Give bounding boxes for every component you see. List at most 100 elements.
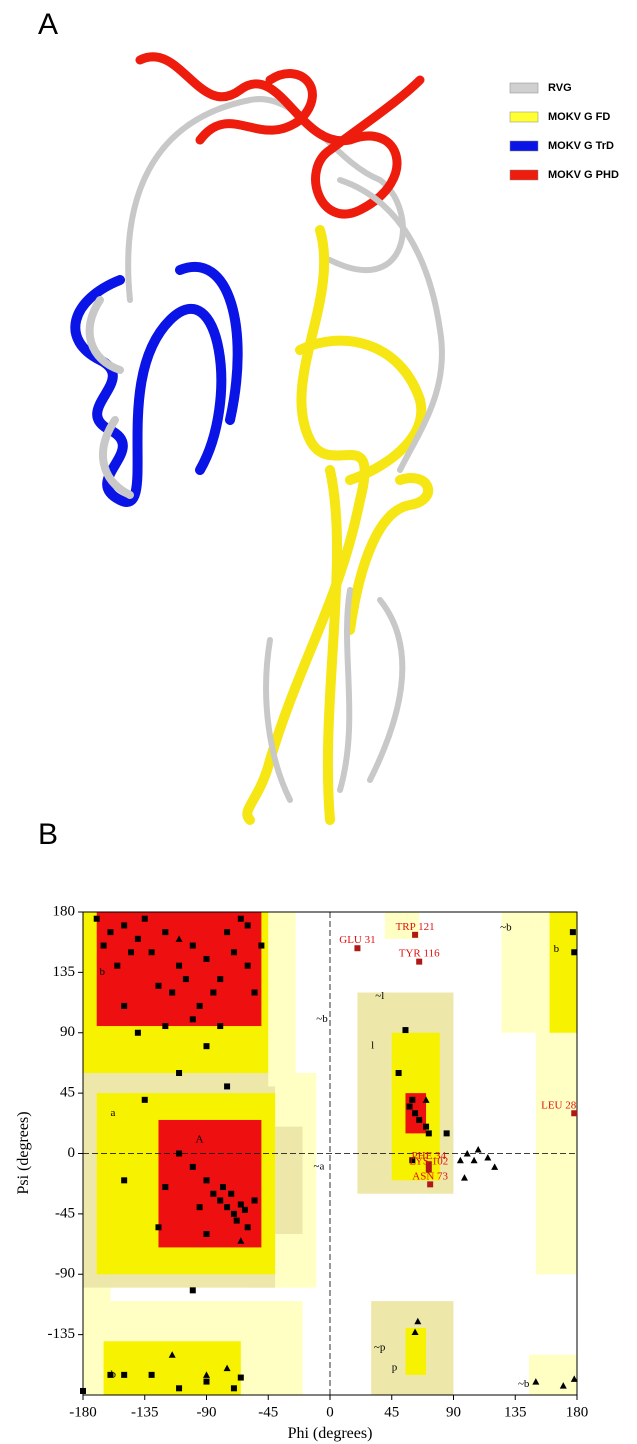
point [426, 1130, 432, 1136]
point [444, 1130, 450, 1136]
point [169, 990, 175, 996]
panel-label: B [38, 818, 58, 851]
point [162, 929, 168, 935]
x-tick-label: 0 [326, 1404, 334, 1420]
point [252, 1197, 258, 1203]
legend-swatch [510, 83, 538, 93]
point [190, 1287, 196, 1293]
point [197, 1003, 203, 1009]
point [149, 1372, 155, 1378]
region-label: b [99, 966, 105, 978]
point [162, 1184, 168, 1190]
point [101, 943, 107, 949]
region-label: A [196, 1134, 204, 1146]
figure: A RVGMOKV G FDMOKV G TrDMOKV G PHD B -18… [0, 0, 637, 1444]
x-tick-label: 135 [504, 1404, 527, 1420]
point [107, 929, 113, 935]
point [491, 1163, 498, 1170]
point [121, 1372, 127, 1378]
point [570, 929, 576, 935]
point [204, 956, 210, 962]
point [402, 1027, 408, 1033]
legend-swatch [510, 112, 538, 122]
point [204, 1231, 210, 1237]
region-label: ~b [316, 1013, 328, 1025]
point [231, 949, 237, 955]
point [183, 976, 189, 982]
region-label: b [554, 943, 560, 955]
point [471, 1157, 478, 1164]
x-tick-label: -90 [197, 1404, 217, 1420]
point [228, 1191, 234, 1197]
y-axis-label: Psi (degrees) [15, 1111, 32, 1194]
region [97, 912, 262, 1026]
panel-label: A [38, 8, 58, 41]
legend-label: MOKV G TrD [548, 140, 614, 152]
point [231, 1385, 237, 1391]
point [224, 1204, 230, 1210]
x-axis-label: Phi (degrees) [288, 1425, 373, 1442]
point [238, 916, 244, 922]
region-label: ~a [314, 1160, 325, 1172]
region [529, 1355, 577, 1395]
legend-label: MOKV G FD [548, 111, 610, 123]
y-tick-label: 135 [53, 964, 76, 980]
region-label: ~b [500, 922, 512, 934]
x-tick-label: 45 [384, 1404, 399, 1420]
y-tick-label: -90 [55, 1266, 75, 1282]
point [475, 1146, 482, 1153]
region-label: ~b [518, 1378, 530, 1390]
point [94, 916, 100, 922]
point-label: LYS 102 [409, 1156, 448, 1168]
point [571, 949, 577, 955]
point [190, 943, 196, 949]
y-tick-label: 180 [53, 903, 76, 919]
point [412, 1110, 418, 1116]
y-tick-label: -135 [48, 1326, 76, 1342]
point [190, 1164, 196, 1170]
point [162, 1023, 168, 1029]
point [114, 963, 120, 969]
x-tick-label: -180 [69, 1404, 97, 1420]
region-label: l [371, 1040, 374, 1052]
legend: RVGMOKV G FDMOKV G TrDMOKV G PHD [510, 82, 619, 181]
point [258, 943, 264, 949]
point [224, 929, 230, 935]
point [142, 916, 148, 922]
point [197, 1204, 203, 1210]
x-tick-label: 90 [446, 1404, 461, 1420]
point [457, 1157, 464, 1164]
point [176, 1385, 182, 1391]
point [142, 1097, 148, 1103]
point [176, 1151, 182, 1157]
point [409, 1097, 415, 1103]
point [121, 1003, 127, 1009]
point [128, 949, 134, 955]
point [220, 1184, 226, 1190]
protein-structure [75, 57, 442, 820]
point [461, 1174, 468, 1181]
point [242, 1207, 248, 1213]
point [204, 1043, 210, 1049]
region [104, 1341, 241, 1395]
point-label: TYR 116 [399, 948, 440, 960]
legend-swatch [510, 141, 538, 151]
point [107, 1372, 113, 1378]
y-tick-label: -45 [55, 1205, 75, 1221]
point [121, 922, 127, 928]
legend-label: RVG [548, 82, 572, 94]
point [252, 990, 258, 996]
point [245, 963, 251, 969]
point [217, 1197, 223, 1203]
point [155, 983, 161, 989]
point-label: LEU 28 [541, 1099, 577, 1111]
x-tick-label: -135 [131, 1404, 159, 1420]
point [231, 1211, 237, 1217]
point [210, 990, 216, 996]
point [135, 936, 141, 942]
region-label: a [110, 1107, 115, 1119]
point [210, 1191, 216, 1197]
point [176, 963, 182, 969]
point [204, 1379, 210, 1385]
point [245, 922, 251, 928]
